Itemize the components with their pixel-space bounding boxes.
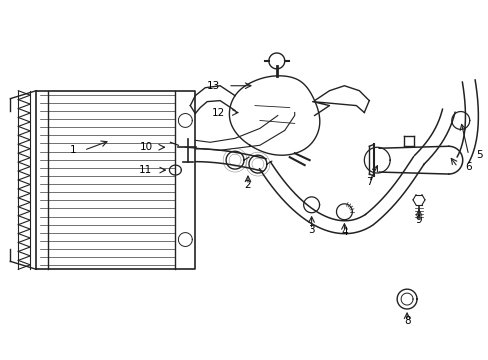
Text: 1: 1 [69, 145, 76, 155]
Text: 9: 9 [415, 215, 422, 225]
Text: 2: 2 [244, 180, 251, 190]
Text: 4: 4 [341, 226, 347, 237]
Text: 5: 5 [476, 150, 482, 160]
Text: 10: 10 [139, 142, 152, 152]
Text: 6: 6 [465, 162, 471, 172]
Text: 13: 13 [206, 81, 220, 91]
Text: 11: 11 [139, 165, 152, 175]
Text: 7: 7 [365, 177, 372, 187]
Text: 3: 3 [307, 225, 314, 235]
Text: 12: 12 [211, 108, 224, 117]
Text: 8: 8 [403, 316, 409, 326]
